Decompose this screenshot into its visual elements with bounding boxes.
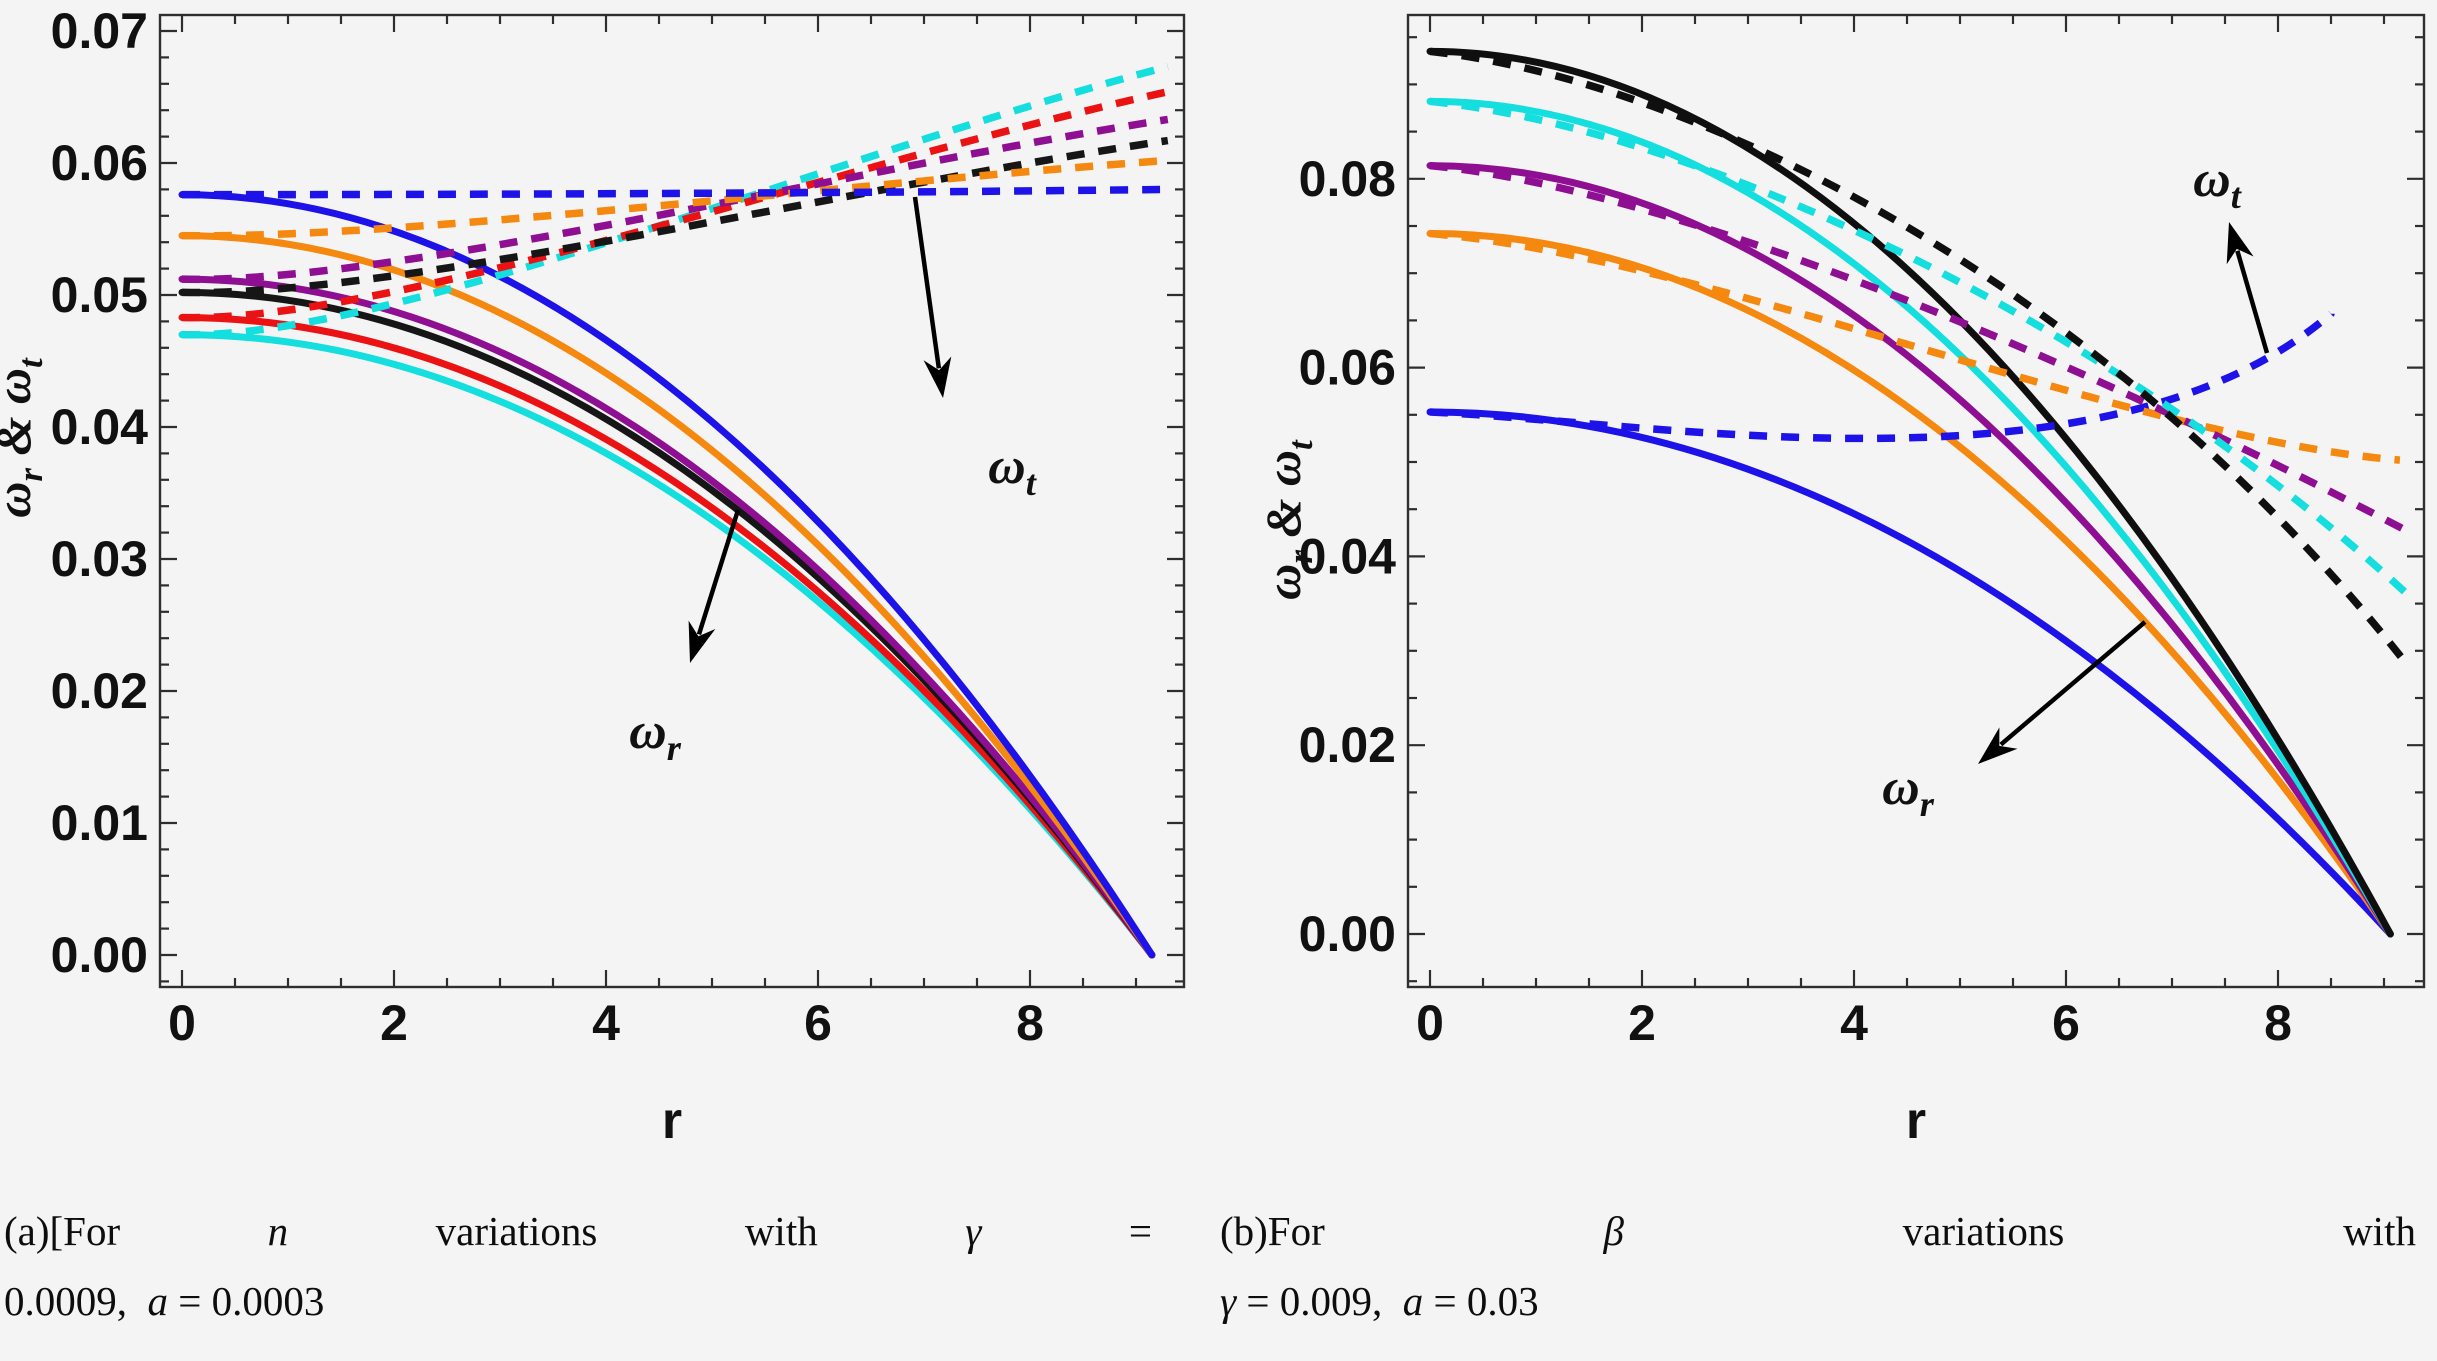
caption-panel-b: (b)For β variations with γ = 0.009, a = 0.0… [1220,1196,2416,1336]
annotation-arrowhead [1978,727,2018,764]
series-a-red-solid [178,313,1156,959]
y-tick-label-a-3: 0.03 [51,531,148,587]
y-tick-label-b-0: 0.00 [1299,906,1396,962]
y-tick-label-b-4: 0.08 [1299,151,1396,207]
annotation-label-a-t: ωt [988,438,1038,503]
series-b-cyan-solid [1426,97,2394,938]
series-b-blue-dashed [1429,310,2334,443]
caption-token: = 0.009, [1236,1278,1403,1324]
x-tick-label-a-1: 2 [380,995,408,1051]
x-tick-label-a-4: 8 [1016,995,1044,1051]
y-tick-label-a-4: 0.04 [51,399,149,455]
x-tick-label-b-1: 2 [1628,995,1656,1051]
annotation-arrow-line [696,509,741,636]
annotation-arrow-line [2235,250,2270,354]
annotation-arrowhead [688,620,716,663]
panel-b: 0 2 4 6 8 0.00 0.02 0.04 0.06 0.08 r ωr​ & ωt​ ωt ωr [1255,13,2426,1150]
series-b-purple-solid [1426,162,2394,938]
annotation-arrowhead [2226,222,2254,265]
caption-a-line1: (a)[For n variations with γ = [4,1196,1152,1266]
x-axis-title-a: r [662,1092,682,1150]
series-b-cyan-dashed [1429,97,2408,596]
caption-token: γ [965,1208,982,1254]
series-b-orange-solid [1426,230,2394,938]
y-tick-label-a-0: 0.00 [51,927,148,983]
x-tick-label-b-0: 0 [1416,995,1444,1051]
caption-token: = 0.03 [1423,1278,1539,1324]
series-a-black-dashed [181,136,1169,297]
series-a-orange-dashed [181,156,1169,240]
annotation-arrow-line [912,196,942,369]
y-tick-label-a-2: 0.02 [51,663,148,719]
annotation-label-a-r: ωr [629,703,682,768]
series-b-purple-dashed [1429,161,2407,534]
panel-a: 0 2 4 6 8 0.00 0.01 0.02 0.03 0.04 0.05 0.06 0.07 r ωr… [0,3,1186,1150]
y-tick-label-b-2: 0.04 [1299,528,1397,584]
series-a-blue-solid [178,191,1156,959]
x-tick-label-a-2: 4 [592,995,620,1051]
series-b-black-solid [1426,47,2394,938]
y-axis-title-b: ωr​ & ωt​ [1255,439,1320,600]
caption-a-line2: 0.0009, a = 0.0003 [4,1266,1152,1336]
y-tick-label-a-1: 0.01 [51,795,148,851]
caption-token: β [1603,1208,1624,1254]
caption-token: γ [1220,1278,1237,1324]
x-axis-title-b: r [1906,1092,1926,1150]
caption-token: variations [435,1208,598,1254]
caption-b-line1: (b)For β variations with [1220,1196,2416,1266]
series-a-blue-dashed [181,185,1168,199]
panel-a-frame [158,13,1186,989]
caption-token: variations [1902,1208,2065,1254]
x-tick-label-a-0: 0 [168,995,196,1051]
caption-token: with [744,1208,818,1254]
x-tick-label-a-3: 6 [804,995,832,1051]
annotation-label-b-r: ωr [1882,759,1935,824]
caption-token: n [267,1208,289,1254]
caption-b-line2: γ = 0.009, a = 0.03 [1220,1266,2416,1336]
y-tick-label-b-1: 0.02 [1299,717,1396,773]
x-tick-label-b-3: 6 [2052,995,2080,1051]
caption-token: (b)For [1220,1208,1325,1254]
y-axis-title-a: ωr​ & ωt​ [0,357,50,518]
x-tick-label-b-4: 8 [2264,995,2292,1051]
y-tick-label-a-5: 0.05 [51,267,148,323]
series-a-purple-dashed [181,115,1169,284]
series-b-orange-dashed [1429,229,2401,464]
x-tick-label-b-2: 4 [1840,995,1868,1051]
caption-token: with [2343,1208,2416,1254]
series-a-cyan-solid [178,331,1156,959]
y-tick-label-a-7: 0.07 [51,3,148,59]
series-a-black-solid [178,288,1156,959]
caption-token: a [1402,1278,1424,1324]
annotation-arrow-line [1999,620,2147,747]
caption-token: (a)[For [4,1208,121,1254]
series-a-purple-solid [178,275,1156,959]
annotation-label-b-t: ωt [2193,151,2243,216]
caption-token: = 0.0003 [168,1278,325,1324]
caption-token: = [1128,1208,1152,1254]
annotation-arrowhead [923,356,952,398]
y-tick-label-b-3: 0.06 [1299,340,1396,396]
caption-panel-a: (a)[For n variations with γ = 0.0009, a = 0.0… [4,1196,1152,1336]
caption-token: 0.0009, [4,1278,148,1324]
series-a-orange-solid [178,232,1156,959]
y-tick-label-a-6: 0.06 [51,135,148,191]
caption-token: a [147,1278,169,1324]
series-b-black-dashed [1429,47,2409,665]
panel-b-frame [1406,13,2426,989]
